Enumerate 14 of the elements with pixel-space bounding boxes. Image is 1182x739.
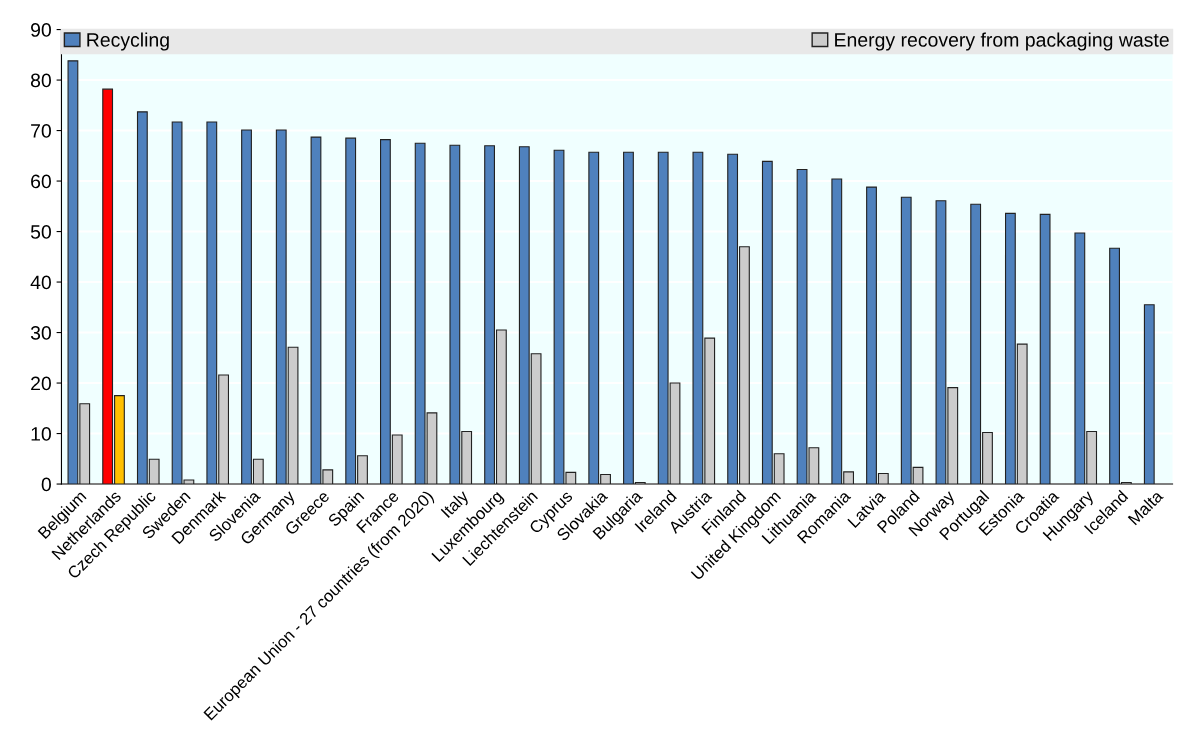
y-tick-label: 40: [30, 275, 51, 290]
y-tick-label: 50: [30, 225, 51, 239]
y-tick-label: 30: [30, 326, 51, 340]
y-tick-label: 90: [31, 23, 51, 37]
bar: [1039, 213, 1051, 485]
y-tick-label: 10: [31, 427, 51, 441]
legend-label: Energy recovery from packaging waste: [835, 32, 1169, 51]
bar: [1143, 304, 1155, 485]
legend-label: Recycling: [87, 32, 169, 51]
y-tick-label: 70: [31, 124, 51, 138]
y-tick-label: 20: [31, 376, 51, 391]
y-tick-label: 0: [41, 477, 51, 492]
y-tick-label: 80: [30, 73, 51, 88]
y-tick-label: 60: [31, 174, 51, 189]
